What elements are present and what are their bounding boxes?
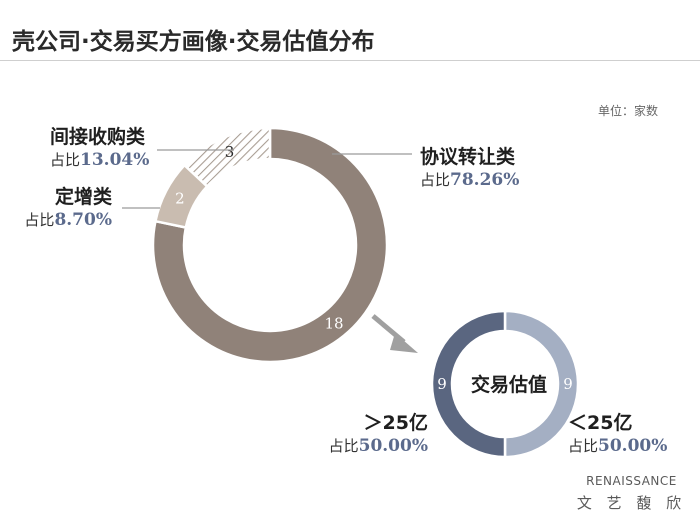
donut-slice-0 xyxy=(151,126,389,364)
label-indirect-acquisition: 间接收购类 占比13.04% xyxy=(50,126,149,171)
share-prefix: 占比 xyxy=(420,170,451,189)
slice-value-label-0: 9 xyxy=(563,375,573,393)
category-name: ＞25亿 xyxy=(363,412,428,434)
valuation-center-title: 交易估值 xyxy=(470,374,547,396)
share-prefix: 占比 xyxy=(24,210,55,229)
label-agreement-transfer: 协议转让类 占比78.26% xyxy=(420,146,519,191)
category-name: 协议转让类 xyxy=(420,146,516,168)
share-prefix: 占比 xyxy=(50,150,81,169)
label-below-25b: ＜25亿 占比50.00% xyxy=(568,412,667,457)
slice-value-label-1: 9 xyxy=(437,375,447,393)
share-value: 50.00% xyxy=(358,435,428,456)
category-name: 间接收购类 xyxy=(50,126,146,148)
share-prefix: 占比 xyxy=(328,436,359,455)
arrow-head xyxy=(390,333,418,353)
share-value: 78.26% xyxy=(450,169,520,190)
logo-text-zh: 文 艺 馥 欣 xyxy=(576,494,687,512)
donut-slice-2 xyxy=(182,126,272,189)
page-title: 壳公司·交易买方画像·交易估值分布 xyxy=(12,29,375,55)
flow-arrow xyxy=(371,314,418,353)
category-name: ＜25亿 xyxy=(568,412,633,434)
donut-slice-1 xyxy=(430,309,507,459)
share-value: 50.00% xyxy=(598,435,668,456)
valuation-donut-chart: 99 xyxy=(430,309,580,459)
brand-logo: RENAISSANCE 文 艺 馥 欣 xyxy=(574,474,689,513)
share-value: 13.04% xyxy=(80,149,150,170)
slice-value-label-0: 18 xyxy=(325,315,344,333)
label-private-placement: 定增类 占比8.70% xyxy=(16,186,112,231)
unit-note: 单位：家数 xyxy=(597,104,658,118)
label-above-25b: ＞25亿 占比50.00% xyxy=(318,412,428,457)
slice-value-label-2: 3 xyxy=(225,143,235,161)
logo-text-en: RENAISSANCE xyxy=(586,474,677,488)
donut-slice-0 xyxy=(503,309,580,459)
share-prefix: 占比 xyxy=(568,436,599,455)
slice-value-label-1: 2 xyxy=(175,189,185,207)
leader-lines xyxy=(122,149,412,209)
title-divider xyxy=(0,60,700,61)
category-name: 定增类 xyxy=(54,186,112,208)
share-value: 8.70% xyxy=(54,209,112,230)
